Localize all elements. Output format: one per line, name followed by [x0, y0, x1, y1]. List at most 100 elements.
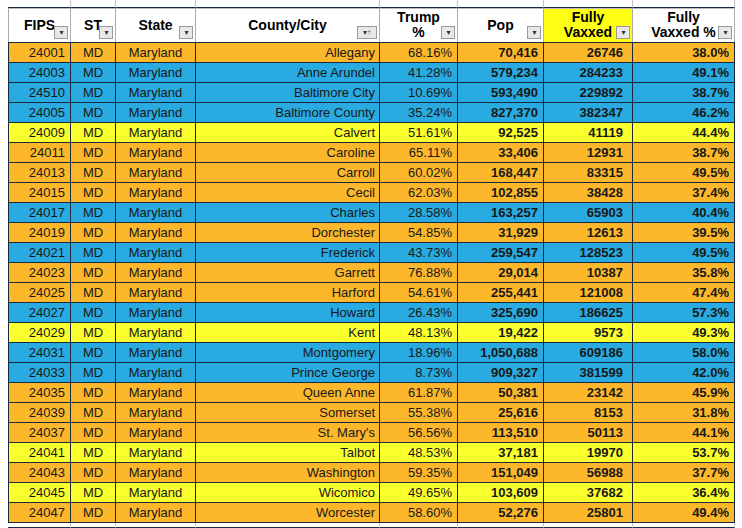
cell-st[interactable]: MD: [71, 483, 116, 503]
cell-county-city[interactable]: Charles: [196, 203, 380, 223]
cell-state[interactable]: Maryland: [116, 323, 196, 343]
cell-pop[interactable]: 151,049: [458, 463, 544, 483]
cell-county-city[interactable]: Somerset: [196, 403, 380, 423]
cell-state[interactable]: Maryland: [116, 103, 196, 123]
cell-fully-vaxxed[interactable]: 9573: [544, 323, 633, 343]
cell-fips[interactable]: 24043: [8, 463, 71, 483]
cell-trump-pct[interactable]: 55.38%: [380, 403, 458, 423]
cell-st[interactable]: MD: [71, 283, 116, 303]
cell-pop[interactable]: 92,525: [458, 123, 544, 143]
cell-county-city[interactable]: Washington: [196, 463, 380, 483]
cell-fully-vaxxed-pct[interactable]: 57.3%: [633, 303, 735, 323]
cell-county-city[interactable]: St. Mary's: [196, 423, 380, 443]
cell-st[interactable]: MD: [71, 163, 116, 183]
cell-fully-vaxxed-pct[interactable]: 40.4%: [633, 203, 735, 223]
cell-fully-vaxxed[interactable]: 37682: [544, 483, 633, 503]
cell-fully-vaxxed-pct[interactable]: 38.7%: [633, 143, 735, 163]
cell-state[interactable]: Maryland: [116, 223, 196, 243]
cell-pop[interactable]: 29,014: [458, 263, 544, 283]
cell-fully-vaxxed-pct[interactable]: 49.5%: [633, 163, 735, 183]
cell-st[interactable]: MD: [71, 203, 116, 223]
cell-fully-vaxxed-pct[interactable]: 49.4%: [633, 503, 735, 523]
cell-fully-vaxxed-pct[interactable]: 47.4%: [633, 283, 735, 303]
cell-pop[interactable]: 827,370: [458, 103, 544, 123]
cell-state[interactable]: Maryland: [116, 383, 196, 403]
cell-fips[interactable]: 24011: [8, 143, 71, 163]
column-header-st[interactable]: ST ▾: [71, 8, 116, 42]
cell-fips[interactable]: 24033: [8, 363, 71, 383]
cell-state[interactable]: Maryland: [116, 423, 196, 443]
column-header-fips[interactable]: FIPS ▾: [8, 8, 71, 42]
cell-fully-vaxxed[interactable]: 23142: [544, 383, 633, 403]
cell-fully-vaxxed-pct[interactable]: 44.1%: [633, 423, 735, 443]
filter-dropdown-icon[interactable]: ▾: [441, 26, 455, 39]
cell-fips[interactable]: 24009: [8, 123, 71, 143]
cell-fully-vaxxed[interactable]: 381599: [544, 363, 633, 383]
cell-st[interactable]: MD: [71, 503, 116, 523]
cell-trump-pct[interactable]: 28.58%: [380, 203, 458, 223]
column-header-fully-vaxxed[interactable]: Fully Vaxxed ▾: [544, 8, 633, 42]
cell-state[interactable]: Maryland: [116, 203, 196, 223]
cell-state[interactable]: Maryland: [116, 283, 196, 303]
filter-dropdown-icon[interactable]: ▾: [718, 26, 732, 39]
cell-fully-vaxxed[interactable]: 41119: [544, 123, 633, 143]
column-header-fully-vaxxed-pct[interactable]: Fully Vaxxed % ▾: [633, 8, 735, 42]
cell-county-city[interactable]: Frederick: [196, 243, 380, 263]
cell-fips[interactable]: 24005: [8, 103, 71, 123]
cell-trump-pct[interactable]: 60.02%: [380, 163, 458, 183]
cell-pop[interactable]: 579,234: [458, 63, 544, 83]
cell-pop[interactable]: 325,690: [458, 303, 544, 323]
cell-pop[interactable]: 593,490: [458, 83, 544, 103]
cell-fips[interactable]: 24017: [8, 203, 71, 223]
cell-trump-pct[interactable]: 62.03%: [380, 183, 458, 203]
cell-trump-pct[interactable]: 54.85%: [380, 223, 458, 243]
cell-st[interactable]: MD: [71, 63, 116, 83]
cell-trump-pct[interactable]: 59.35%: [380, 463, 458, 483]
cell-pop[interactable]: 909,327: [458, 363, 544, 383]
cell-county-city[interactable]: Howard: [196, 303, 380, 323]
cell-fips[interactable]: 24041: [8, 443, 71, 463]
cell-county-city[interactable]: Anne Arundel: [196, 63, 380, 83]
cell-trump-pct[interactable]: 68.16%: [380, 42, 458, 63]
cell-st[interactable]: MD: [71, 303, 116, 323]
cell-fully-vaxxed-pct[interactable]: 45.9%: [633, 383, 735, 403]
cell-trump-pct[interactable]: 48.53%: [380, 443, 458, 463]
cell-fips[interactable]: 24001: [8, 42, 71, 63]
cell-fully-vaxxed[interactable]: 128523: [544, 243, 633, 263]
cell-fully-vaxxed-pct[interactable]: 36.4%: [633, 483, 735, 503]
cell-county-city[interactable]: Caroline: [196, 143, 380, 163]
cell-pop[interactable]: 70,416: [458, 42, 544, 63]
cell-county-city[interactable]: Baltimore County: [196, 103, 380, 123]
cell-fips[interactable]: 24019: [8, 223, 71, 243]
cell-fully-vaxxed[interactable]: 65903: [544, 203, 633, 223]
cell-state[interactable]: Maryland: [116, 303, 196, 323]
cell-trump-pct[interactable]: 41.28%: [380, 63, 458, 83]
cell-fully-vaxxed-pct[interactable]: 37.4%: [633, 183, 735, 203]
cell-trump-pct[interactable]: 51.61%: [380, 123, 458, 143]
cell-fully-vaxxed[interactable]: 609186: [544, 343, 633, 363]
cell-state[interactable]: Maryland: [116, 123, 196, 143]
cell-fully-vaxxed[interactable]: 50113: [544, 423, 633, 443]
cell-st[interactable]: MD: [71, 363, 116, 383]
cell-state[interactable]: Maryland: [116, 483, 196, 503]
cell-fips[interactable]: 24029: [8, 323, 71, 343]
cell-fully-vaxxed-pct[interactable]: 38.0%: [633, 42, 735, 63]
cell-trump-pct[interactable]: 58.60%: [380, 503, 458, 523]
cell-state[interactable]: Maryland: [116, 243, 196, 263]
cell-fully-vaxxed[interactable]: 12613: [544, 223, 633, 243]
cell-trump-pct[interactable]: 65.11%: [380, 143, 458, 163]
cell-state[interactable]: Maryland: [116, 463, 196, 483]
cell-fips[interactable]: 24003: [8, 63, 71, 83]
column-header-pop[interactable]: Pop ▾: [458, 8, 544, 42]
column-header-county-city[interactable]: County/City ▾↑: [196, 8, 380, 42]
cell-fips[interactable]: 24015: [8, 183, 71, 203]
cell-fully-vaxxed[interactable]: 229892: [544, 83, 633, 103]
cell-county-city[interactable]: Dorchester: [196, 223, 380, 243]
cell-fully-vaxxed-pct[interactable]: 53.7%: [633, 443, 735, 463]
cell-pop[interactable]: 33,406: [458, 143, 544, 163]
column-header-trump-pct[interactable]: Trump % ▾: [380, 8, 458, 42]
cell-trump-pct[interactable]: 18.96%: [380, 343, 458, 363]
cell-state[interactable]: Maryland: [116, 63, 196, 83]
cell-fips[interactable]: 24037: [8, 423, 71, 443]
cell-county-city[interactable]: Cecil: [196, 183, 380, 203]
